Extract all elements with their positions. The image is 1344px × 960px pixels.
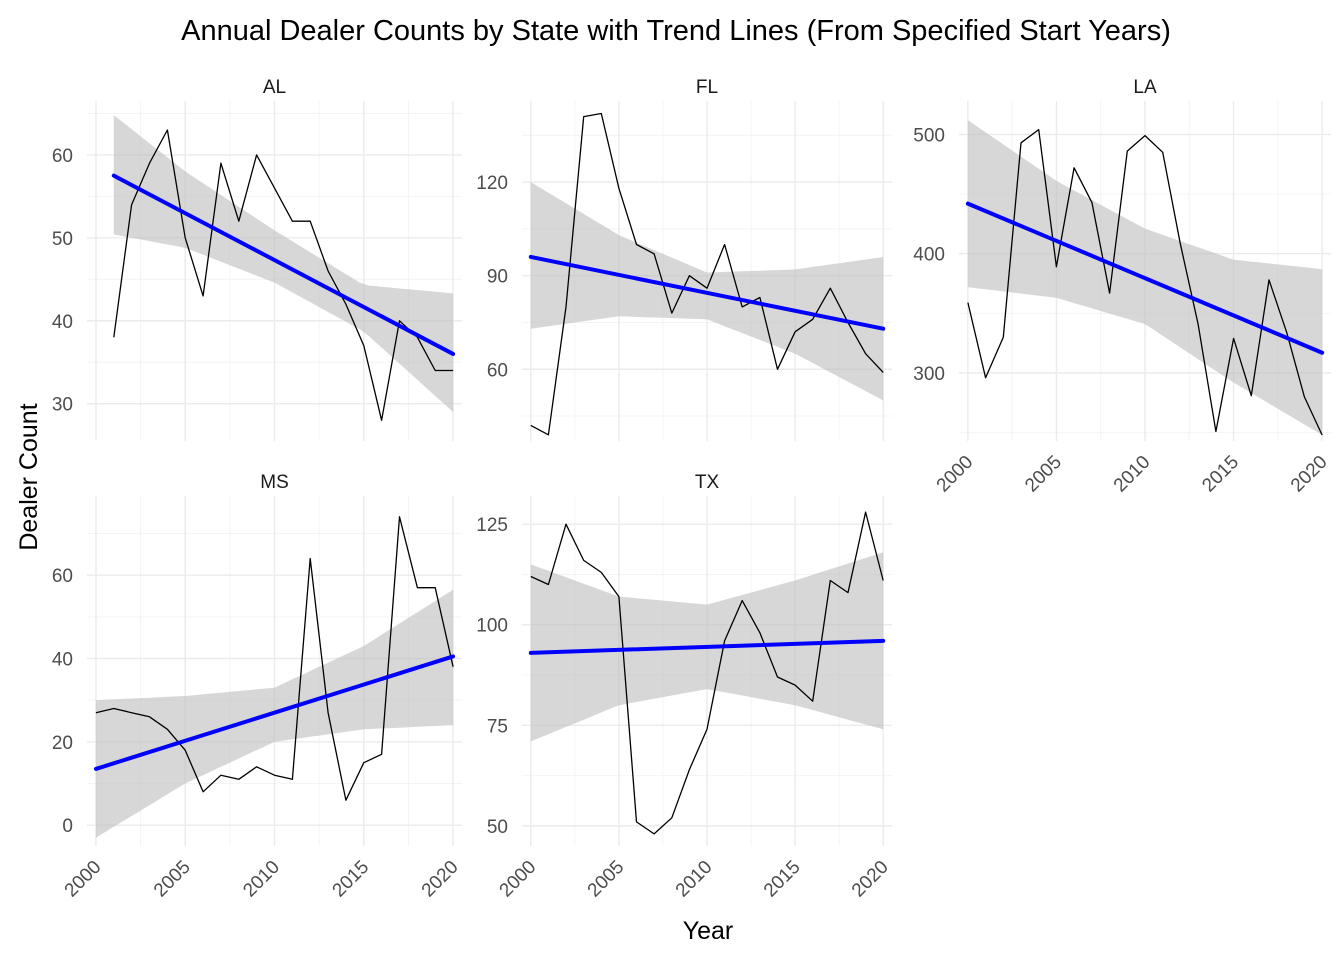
- x-tick-label: 2005: [1021, 452, 1066, 497]
- y-tick-label: 100: [476, 616, 508, 637]
- y-tick-label: 60: [487, 360, 508, 381]
- x-tick-label: 2010: [672, 857, 717, 902]
- x-tick-label: 2010: [1110, 452, 1155, 497]
- trend-line: [528, 254, 886, 331]
- panel-al: AL 30 40 50 60: [52, 77, 462, 441]
- x-tick-label: 2020: [848, 857, 893, 902]
- x-tick-label: 2015: [760, 857, 805, 902]
- observed-series-line: [967, 128, 1323, 436]
- x-tick-label: 2005: [584, 857, 629, 902]
- x-tick-label: 2010: [239, 857, 284, 902]
- y-tick-label: 75: [487, 716, 508, 737]
- facet-label: FL: [696, 77, 718, 98]
- y-axis-label: Dealer Count: [15, 403, 43, 550]
- observed-series-line: [530, 511, 884, 835]
- y-tick-label: 30: [52, 395, 73, 416]
- facet-label: TX: [695, 472, 720, 493]
- y-tick-label: 60: [52, 146, 73, 167]
- x-tick-label: 2015: [329, 857, 374, 902]
- x-axis-label: Year: [683, 917, 734, 945]
- y-tick-label: 20: [52, 733, 73, 754]
- y-tick-label: 90: [487, 267, 508, 288]
- panel-fl: FL 60 90 120: [476, 77, 892, 441]
- y-tick-label: 400: [913, 245, 945, 266]
- y-tick-label: 500: [913, 125, 945, 146]
- y-tick-label: 40: [52, 312, 73, 333]
- x-tick-label: 2020: [1287, 452, 1332, 497]
- y-tick-label: 50: [487, 817, 508, 838]
- y-tick-label: 0: [62, 816, 73, 837]
- y-tick-label: 125: [476, 515, 508, 536]
- facet-label: LA: [1133, 77, 1157, 98]
- y-tick-label: 60: [52, 566, 73, 587]
- trend-line: [111, 173, 456, 356]
- panel-tx: TX 50 75 100 125 2000 2005 2010 2015 2020: [476, 472, 892, 901]
- facet-label: MS: [260, 472, 289, 493]
- panel-la: LA 300 400 500 2000 2005 2010 2015 2020: [913, 77, 1331, 496]
- x-tick-label: 2020: [418, 857, 463, 902]
- chart-title: Annual Dealer Counts by State with Trend…: [181, 15, 1171, 47]
- x-tick-label: 2000: [933, 452, 978, 497]
- panel-ms: MS 0 20 40 60 2000 2005 2010 2015 2020: [52, 472, 463, 901]
- facet-label: AL: [263, 77, 286, 98]
- y-tick-label: 50: [52, 229, 73, 250]
- y-tick-label: 300: [913, 364, 945, 385]
- observed-series-line: [113, 129, 454, 421]
- trend-line: [965, 201, 1325, 355]
- y-tick-label: 40: [52, 650, 73, 671]
- y-tick-label: 120: [476, 173, 508, 194]
- x-tick-label: 2000: [61, 857, 106, 902]
- x-tick-label: 2000: [496, 857, 541, 902]
- observed-series-line: [530, 112, 884, 436]
- observed-series-line: [95, 516, 454, 801]
- trend-line: [93, 654, 456, 771]
- x-tick-label: 2015: [1198, 452, 1243, 497]
- x-tick-label: 2005: [150, 857, 195, 902]
- trend-line: [528, 638, 886, 655]
